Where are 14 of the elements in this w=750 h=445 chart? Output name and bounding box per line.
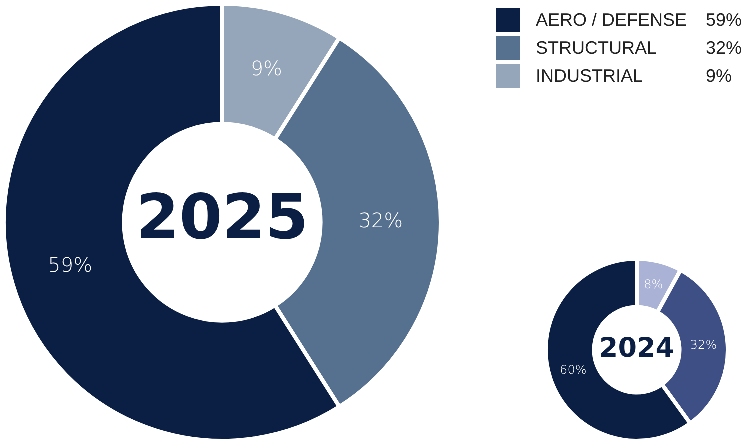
legend-label: STRUCTURAL [536, 38, 658, 58]
text: 9% [706, 66, 732, 86]
data-label: 32% [358, 208, 404, 233]
text: 2025 [136, 180, 309, 254]
text: 32% [706, 38, 742, 58]
data-label: 59% [48, 252, 93, 277]
text: 2024 [599, 333, 675, 364]
legend-label: INDUSTRIAL [536, 66, 644, 86]
data-label: 8% [644, 277, 664, 292]
text: 59% [706, 10, 742, 30]
data-label: 9% [250, 56, 283, 81]
data-label: 60% [560, 362, 587, 377]
data-label: 32% [690, 338, 718, 352]
legend-label: AERO / DEFENSE [536, 10, 688, 30]
